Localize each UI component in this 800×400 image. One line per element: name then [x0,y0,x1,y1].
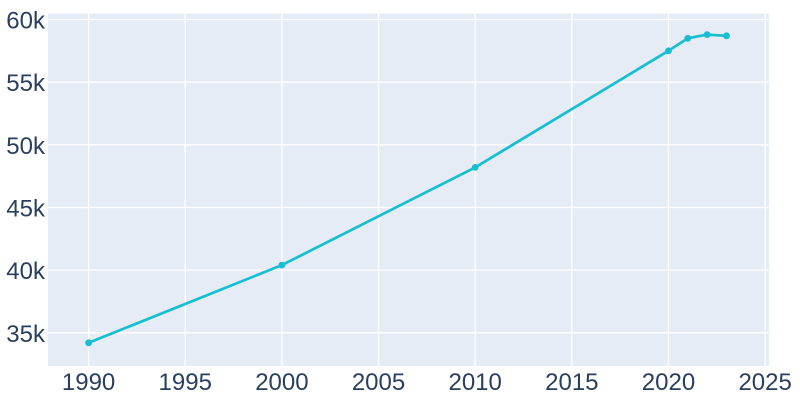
data-point[interactable] [703,31,711,38]
y-tick-label: 60k [6,8,46,35]
y-tick-label: 45k [6,195,46,222]
x-tick-label: 2015 [545,369,598,396]
data-point[interactable] [723,32,730,40]
x-tick-label: 1990 [62,369,115,396]
x-tick-label: 2005 [352,369,405,396]
data-point[interactable] [684,34,692,42]
x-tick-label: 2000 [255,369,308,396]
data-point[interactable] [85,339,92,347]
y-tick-label: 40k [6,258,46,285]
y-tick-label: 50k [6,133,46,160]
plot-area[interactable] [48,13,769,367]
x-tick-label: 2025 [738,369,791,396]
x-tick-label: 1995 [159,369,212,396]
x-tick-label: 2010 [448,369,501,396]
x-tick-label: 2020 [642,369,695,396]
data-point[interactable] [665,47,672,55]
data-point[interactable] [471,164,479,171]
data-point[interactable] [278,261,286,269]
y-tick-label: 35k [6,321,46,348]
y-tick-label: 55k [6,70,46,97]
gridlines [48,13,769,366]
